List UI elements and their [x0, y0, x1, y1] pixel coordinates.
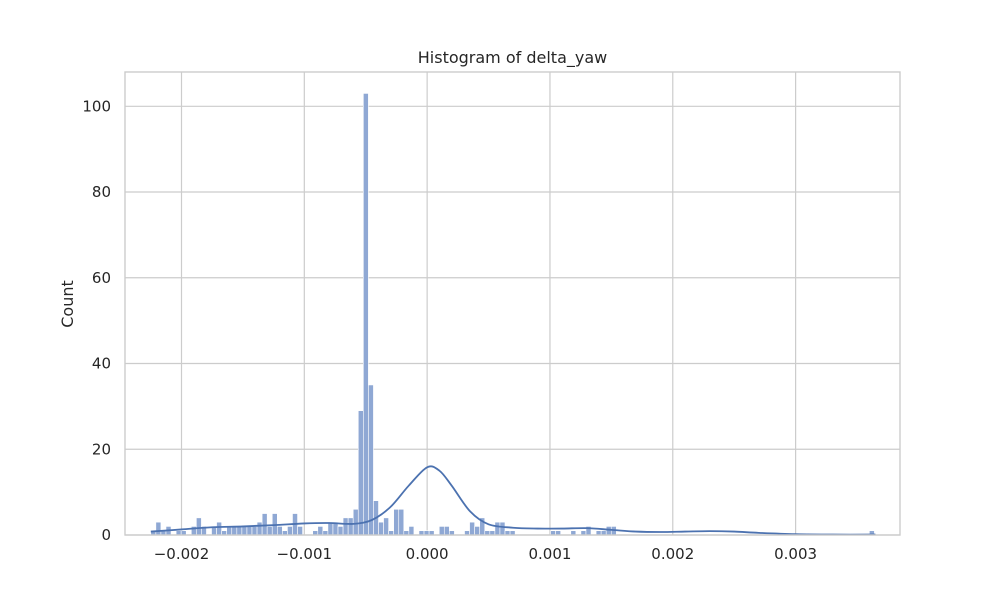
histogram-bar [342, 517, 349, 536]
x-tick-label: 0.000 [406, 545, 449, 563]
histogram-bar [287, 526, 293, 536]
histogram-bar [337, 526, 344, 536]
histogram-bar [231, 526, 238, 536]
y-axis-label: Count [58, 280, 77, 328]
kde-layer [150, 465, 876, 536]
x-tick-label: 0.001 [528, 545, 571, 563]
y-tick-label: 40 [92, 355, 111, 373]
y-tick-label: 60 [92, 269, 111, 287]
histogram-bar [256, 521, 263, 536]
histogram-bar [363, 93, 369, 536]
histogram-bar [494, 521, 501, 536]
y-tick-label: 20 [92, 440, 111, 458]
histogram-bar [383, 517, 389, 536]
y-tick-label: 80 [92, 183, 111, 201]
histogram-bar [155, 521, 162, 536]
histogram-bar [474, 526, 481, 536]
y-tick-label: 100 [82, 97, 111, 115]
histogram-bar [317, 526, 324, 536]
histogram-bar [438, 526, 445, 536]
histogram-bar [378, 521, 384, 536]
plot-frame [124, 71, 901, 536]
histogram-bar [251, 526, 258, 536]
histogram-bar [443, 526, 450, 536]
histogram-bar [226, 526, 233, 536]
histogram-bar [196, 517, 202, 536]
x-tick-label: 0.003 [774, 545, 817, 563]
histogram-bar [241, 526, 248, 536]
histogram-bar [605, 526, 612, 536]
histogram-bar [357, 410, 364, 536]
histogram-bar [368, 384, 374, 536]
x-tick-label: −0.001 [277, 545, 333, 563]
histogram-bar [327, 521, 334, 536]
histogram-bar [276, 526, 283, 536]
frame-layer [124, 71, 901, 536]
bars-layer [150, 93, 875, 536]
histogram-bar [246, 526, 253, 536]
y-tick-label: 0 [101, 526, 111, 544]
histogram-bar [216, 521, 222, 536]
histogram-bar [408, 526, 415, 536]
histogram-bar [352, 508, 359, 536]
histogram-bar [347, 517, 354, 536]
histogram-bar [398, 508, 405, 536]
histogram-bar [499, 521, 506, 536]
histogram-bar [469, 521, 475, 536]
x-tick-label: −0.002 [154, 545, 210, 563]
histogram-bar [261, 513, 268, 536]
histogram-bar [393, 508, 400, 536]
histogram-bar [297, 526, 303, 536]
ticks-layer: −0.002 −0.001 0.000 0.001 0.002 0.003 0 20 40 60 8… [82, 97, 817, 563]
chart-title: Histogram of delta_yaw [418, 48, 607, 68]
histogram-bar [236, 526, 243, 536]
kde-curve [150, 465, 876, 536]
x-tick-label: 0.002 [651, 545, 694, 563]
grid-layer [125, 72, 900, 536]
histogram-bar [266, 526, 273, 536]
